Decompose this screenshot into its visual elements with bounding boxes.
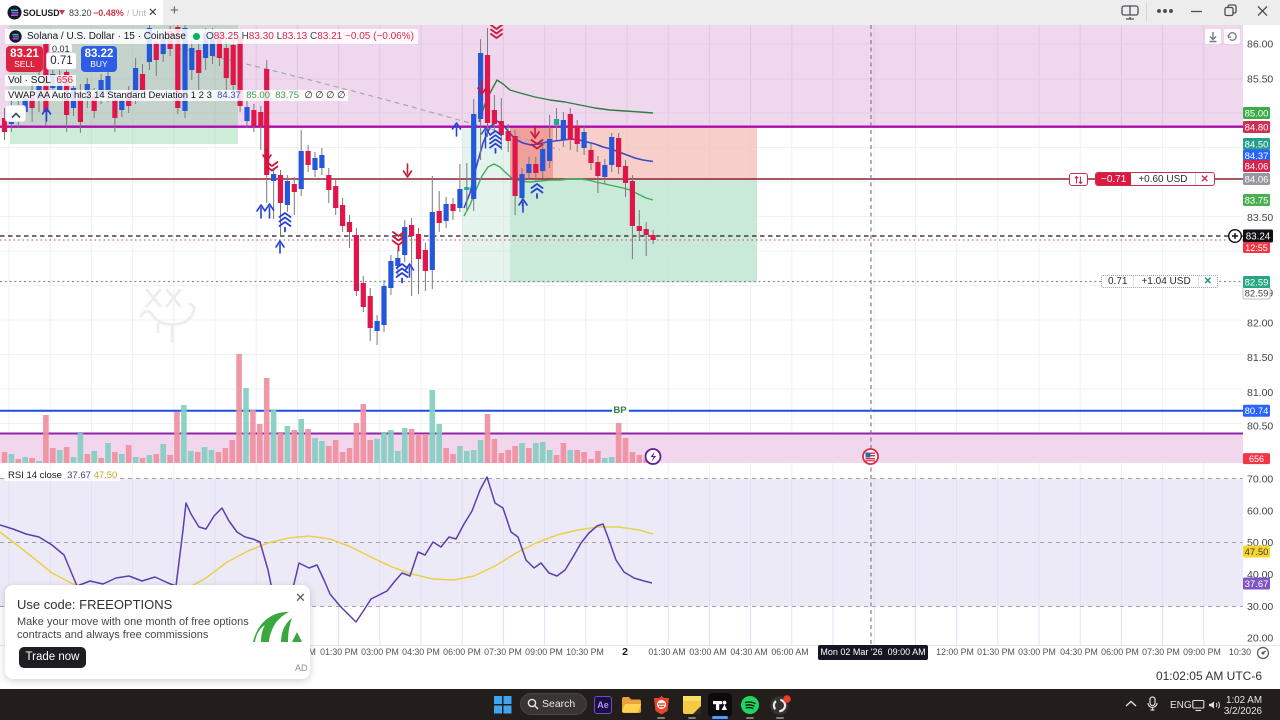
svg-text:84.80: 84.80 [1245,122,1269,133]
svg-text:83.24: 83.24 [1246,232,1271,243]
svg-text:84.06: 84.06 [1245,174,1269,185]
svg-text:81.00: 81.00 [1247,387,1273,399]
svg-text:12:55: 12:55 [1245,243,1268,253]
svg-text:37.67: 37.67 [1245,579,1269,590]
svg-text:82.59: 82.59 [1245,288,1269,299]
svg-text:86.00: 86.00 [1247,39,1273,51]
svg-text:82.00: 82.00 [1247,318,1273,330]
svg-text:BP: BP [613,405,627,416]
svg-text:81.50: 81.50 [1247,352,1273,364]
svg-text:30.00: 30.00 [1247,601,1273,613]
svg-text:656: 656 [1249,454,1264,464]
svg-text:60.00: 60.00 [1247,506,1273,518]
svg-text:83.75: 83.75 [1245,195,1269,206]
svg-text:80.74: 80.74 [1245,406,1269,417]
svg-text:80.50: 80.50 [1247,421,1273,433]
svg-text:70.00: 70.00 [1247,474,1273,486]
svg-text:84.06: 84.06 [1245,161,1269,172]
svg-text:85.00: 85.00 [1245,108,1269,119]
svg-text:20.00: 20.00 [1247,633,1273,645]
svg-text:47.50: 47.50 [1245,547,1269,558]
svg-text:82.59: 82.59 [1245,277,1269,288]
svg-text:83.50: 83.50 [1247,212,1273,224]
svg-text:84.37: 84.37 [1245,151,1269,162]
svg-text:85.50: 85.50 [1247,74,1273,86]
svg-text:84.50: 84.50 [1245,139,1269,150]
